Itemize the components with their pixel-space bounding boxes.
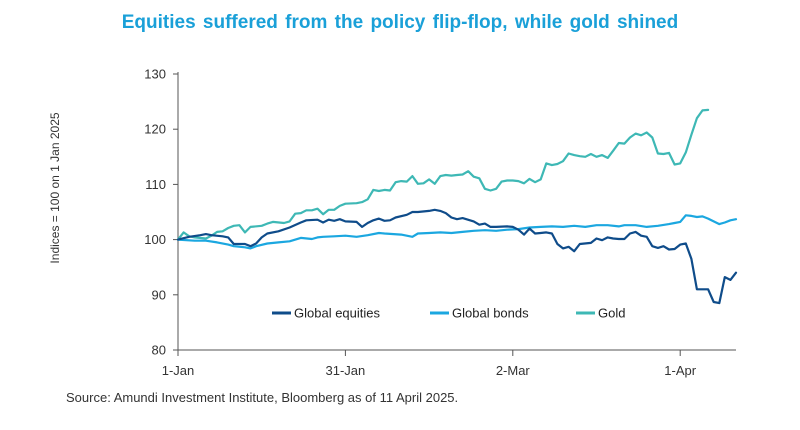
series-line-global-bonds (176, 214, 738, 250)
legend-label: Global equities (294, 306, 380, 321)
y-tick-label: 130 (144, 67, 166, 82)
x-tick-label: 1-Jan (162, 363, 195, 378)
x-tick-label: 1-Apr (664, 363, 696, 378)
y-tick-label: 120 (144, 122, 166, 137)
series-layer (176, 108, 738, 305)
legend: Global equities Global bonds Gold (272, 306, 625, 321)
x-tick-label: 2-Mar (496, 363, 531, 378)
series-line-global-equities (176, 208, 738, 305)
y-axis-label: Indices = 100 on 1 Jan 2025 (48, 112, 62, 263)
x-ticks: 1-Jan 31-Jan 2-Mar 1-Apr (162, 350, 697, 378)
y-tick-label: 90 (152, 287, 166, 302)
series-line-gold (176, 108, 710, 241)
x-axis: 1-Jan 31-Jan 2-Mar 1-Apr (162, 349, 736, 378)
y-tick-label: 100 (144, 232, 166, 247)
x-tick-label: 31-Jan (326, 363, 366, 378)
y-axis: 80 90 100 110 120 130 (144, 67, 179, 358)
chart-title: Equities suffered from the policy flip-f… (121, 12, 679, 33)
y-tick-label: 80 (152, 343, 166, 358)
legend-label: Gold (598, 306, 625, 321)
source-note: Source: Amundi Investment Institute, Blo… (66, 390, 459, 405)
y-ticks: 80 90 100 110 120 130 (144, 67, 178, 358)
legend-label: Global bonds (452, 306, 529, 321)
y-tick-label: 110 (145, 177, 166, 192)
